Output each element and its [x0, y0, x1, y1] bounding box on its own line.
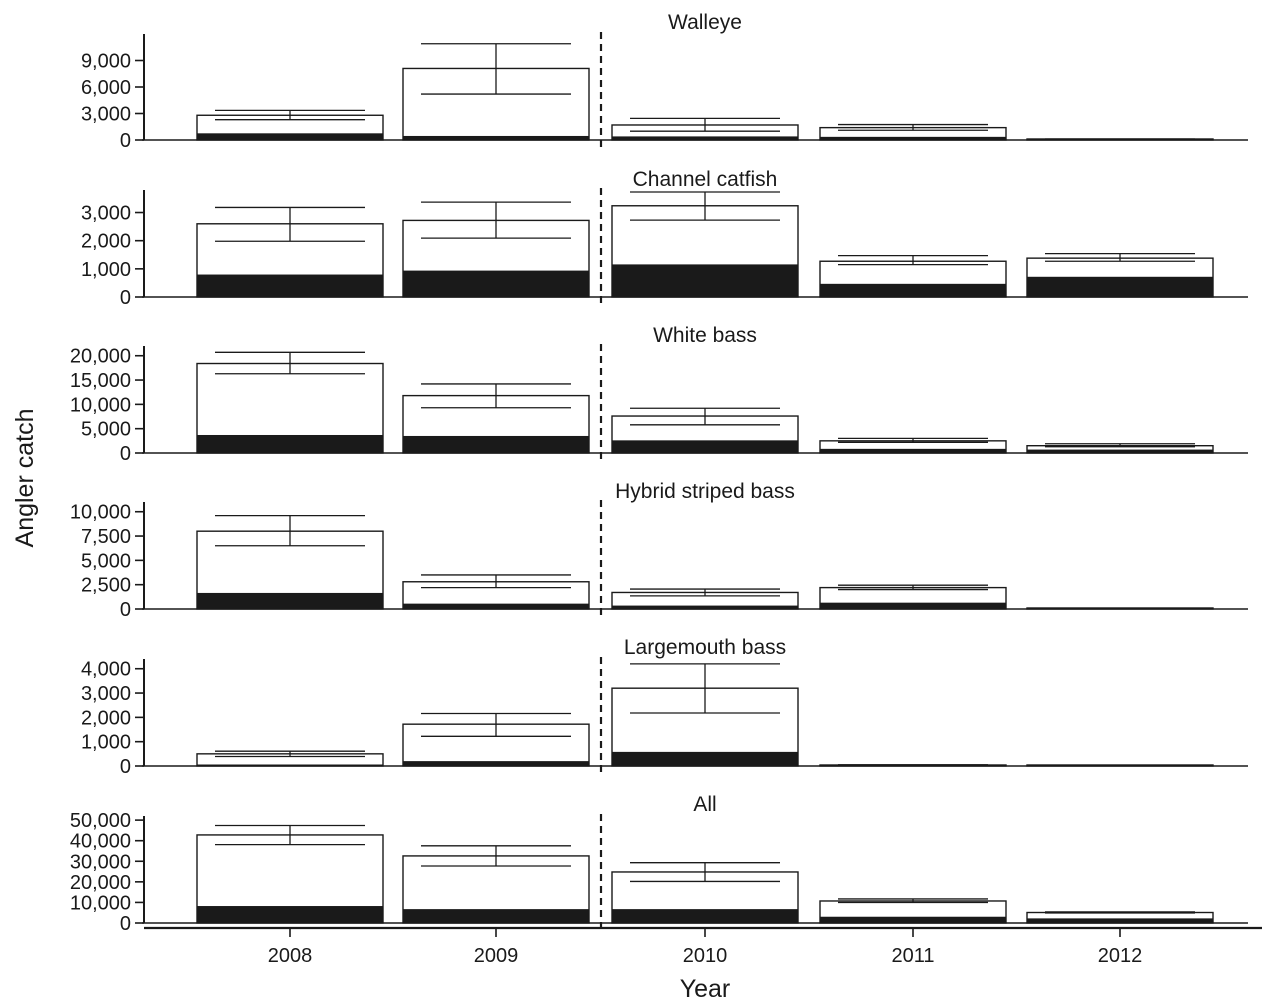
panel-title: Channel catfish — [633, 168, 778, 191]
y-tick-label: 0 — [120, 913, 131, 935]
y-tick-label: 10,000 — [70, 892, 131, 914]
panel-hybrid-striped-bass: Hybrid striped bass 02,500 5,0007,50010,00… — [70, 480, 1248, 621]
y-tick-label: 20,000 — [70, 872, 131, 894]
y-tick-label: 2,000 — [81, 231, 131, 253]
y-tick-label: 4,000 — [81, 659, 131, 681]
panel-title: Largemouth bass — [624, 636, 786, 659]
panel-walleye: Walleye 0 3,000 6,000 9,000 — [81, 11, 1248, 152]
bar-harvest-2009 — [402, 135, 590, 141]
y-axis-title: Angler catch — [11, 409, 39, 548]
panel-title: White bass — [653, 324, 757, 347]
panel-title: Hybrid striped bass — [615, 480, 795, 503]
bar-harvest-2011 — [819, 136, 1007, 141]
y-tick-label: 15,000 — [70, 370, 131, 392]
bar-harvest-2010 — [611, 136, 799, 141]
bar-harvest-2011 — [819, 602, 1007, 610]
bar-harvest-2009 — [402, 270, 590, 298]
y-tick-label: 9,000 — [81, 51, 131, 73]
y-tick-label: 2,000 — [81, 707, 131, 729]
y-tick-label: 30,000 — [70, 851, 131, 873]
x-tick-label: 2011 — [891, 945, 934, 967]
y-tick-label: 3,000 — [81, 683, 131, 705]
bar-harvest-2008 — [196, 274, 384, 298]
bar-harvest-2012 — [1026, 918, 1214, 924]
x-tick-label: 2012 — [1098, 945, 1143, 967]
bar-harvest-2008 — [196, 133, 384, 141]
bar-harvest-2010 — [611, 751, 799, 767]
x-axis-title: Year — [680, 975, 731, 1003]
bar-harvest-2009 — [402, 435, 590, 454]
bar-harvest-2012 — [1026, 449, 1214, 454]
y-tick-label: 50,000 — [70, 810, 131, 832]
bar-harvest-2012 — [1026, 276, 1214, 298]
bar-harvest-2008 — [196, 906, 384, 924]
y-tick-label: 0 — [120, 599, 131, 621]
y-tick-label: 0 — [120, 443, 131, 465]
y-tick-label: 5,000 — [81, 550, 131, 572]
panel-title: All — [693, 793, 716, 816]
y-tick-label: 0 — [120, 130, 131, 152]
y-tick-label: 10,000 — [70, 502, 131, 524]
bar-harvest-2009 — [402, 909, 590, 924]
bar-harvest-2008 — [196, 764, 384, 767]
bar-harvest-2010 — [611, 440, 799, 454]
panel-channel-catfish: Channel catfish 0 1,000 2,000 3,000 — [81, 168, 1248, 309]
y-tick-label: 20,000 — [70, 346, 131, 368]
y-tick-label: 40,000 — [70, 831, 131, 853]
x-tick-label: 2010 — [683, 945, 728, 967]
y-tick-label: 3,000 — [81, 104, 131, 126]
bar-harvest-2011 — [819, 916, 1007, 924]
y-tick-label: 7,500 — [81, 526, 131, 548]
bar-harvest-2008 — [196, 434, 384, 454]
y-tick-label: 3,000 — [81, 203, 131, 225]
bar-harvest-2011 — [819, 448, 1007, 454]
y-tick-label: 1,000 — [81, 732, 131, 754]
bar-harvest-2011 — [819, 283, 1007, 298]
bar-harvest-2009 — [402, 603, 590, 610]
panel-title: Walleye — [668, 11, 742, 34]
y-tick-label: 0 — [120, 287, 131, 309]
y-tick-label: 2,500 — [81, 575, 131, 597]
bar-harvest-2008 — [196, 592, 384, 610]
x-tick-label: 2009 — [474, 945, 519, 967]
bar-harvest-2009 — [402, 761, 590, 767]
y-tick-label: 0 — [120, 756, 131, 778]
x-tick-label: 2008 — [268, 945, 313, 967]
bar-harvest-2012 — [1026, 764, 1214, 767]
x-axis: 2008 2009 2010 2011 2012 — [144, 926, 1262, 967]
y-tick-label: 10,000 — [70, 394, 131, 416]
y-tick-label: 6,000 — [81, 77, 131, 99]
bar-harvest-2010 — [611, 909, 799, 924]
y-tick-label: 1,000 — [81, 259, 131, 281]
bar-harvest-2010 — [611, 605, 799, 610]
y-tick-label: 5,000 — [81, 419, 131, 441]
bar-harvest-2010 — [611, 264, 799, 298]
